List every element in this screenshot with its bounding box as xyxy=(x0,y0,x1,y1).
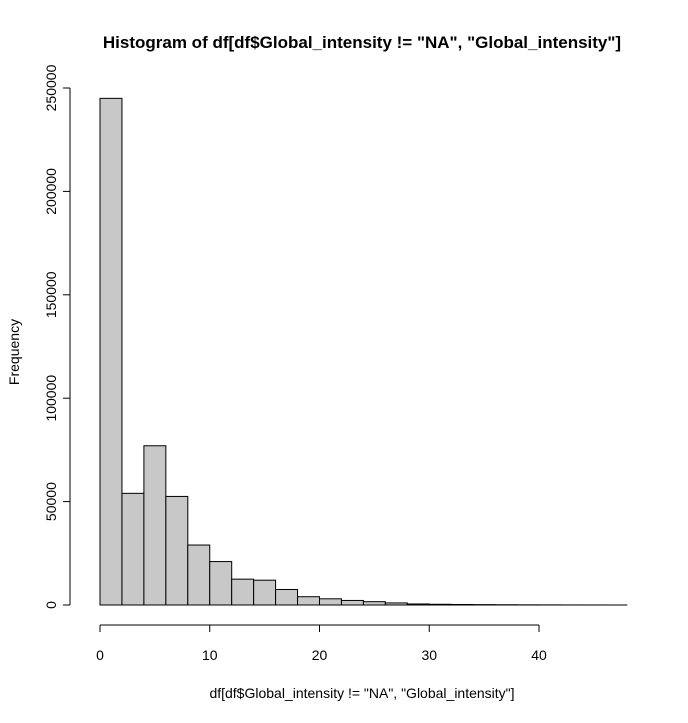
y-axis: 0 50000 100000 150000 200000 250000 xyxy=(43,64,71,609)
histogram-bar-11 xyxy=(340,599,364,606)
histogram-bar-14 xyxy=(406,603,430,606)
histogram-bar-2 xyxy=(143,445,167,606)
histogram-bar-12 xyxy=(362,601,386,606)
x-axis-label: df[df$Global_intensity != "NA", "Global_… xyxy=(209,685,514,701)
x-tick-label-2: 20 xyxy=(312,647,328,663)
y-tick-label-5: 250000 xyxy=(43,64,59,111)
histogram-bar-15 xyxy=(428,603,452,606)
histogram-bar-0 xyxy=(99,97,123,606)
y-tick-label-0: 0 xyxy=(43,601,59,609)
x-tick-label-4: 40 xyxy=(531,647,547,663)
x-tick-label-0: 0 xyxy=(96,647,104,663)
x-tick-label-3: 30 xyxy=(421,647,437,663)
histogram-bar-8 xyxy=(275,588,299,606)
histogram-bar-9 xyxy=(297,596,320,606)
y-tick-label-1: 50000 xyxy=(43,482,59,521)
y-tick-label-2: 100000 xyxy=(43,375,59,422)
y-tick-label-3: 150000 xyxy=(43,271,59,318)
histogram-bar-16 xyxy=(450,603,474,606)
histogram-bar-1 xyxy=(121,492,145,606)
chart-title: Histogram of df[df$Global_intensity != "… xyxy=(103,33,621,52)
y-tick-label-4: 200000 xyxy=(43,168,59,215)
histogram-bar-4 xyxy=(187,544,211,606)
histogram-bars xyxy=(99,97,628,606)
histogram-bar-13 xyxy=(384,602,408,606)
y-axis-label: Frequency xyxy=(6,319,22,385)
x-tick-label-1: 10 xyxy=(202,647,218,663)
histogram-bar-10 xyxy=(319,598,342,606)
x-axis: 0 10 20 30 40 xyxy=(96,624,547,663)
histogram-bar-5 xyxy=(209,561,233,606)
histogram-bar-6 xyxy=(231,578,255,606)
histogram-bar-7 xyxy=(253,579,277,606)
histogram-bar-3 xyxy=(165,495,189,606)
